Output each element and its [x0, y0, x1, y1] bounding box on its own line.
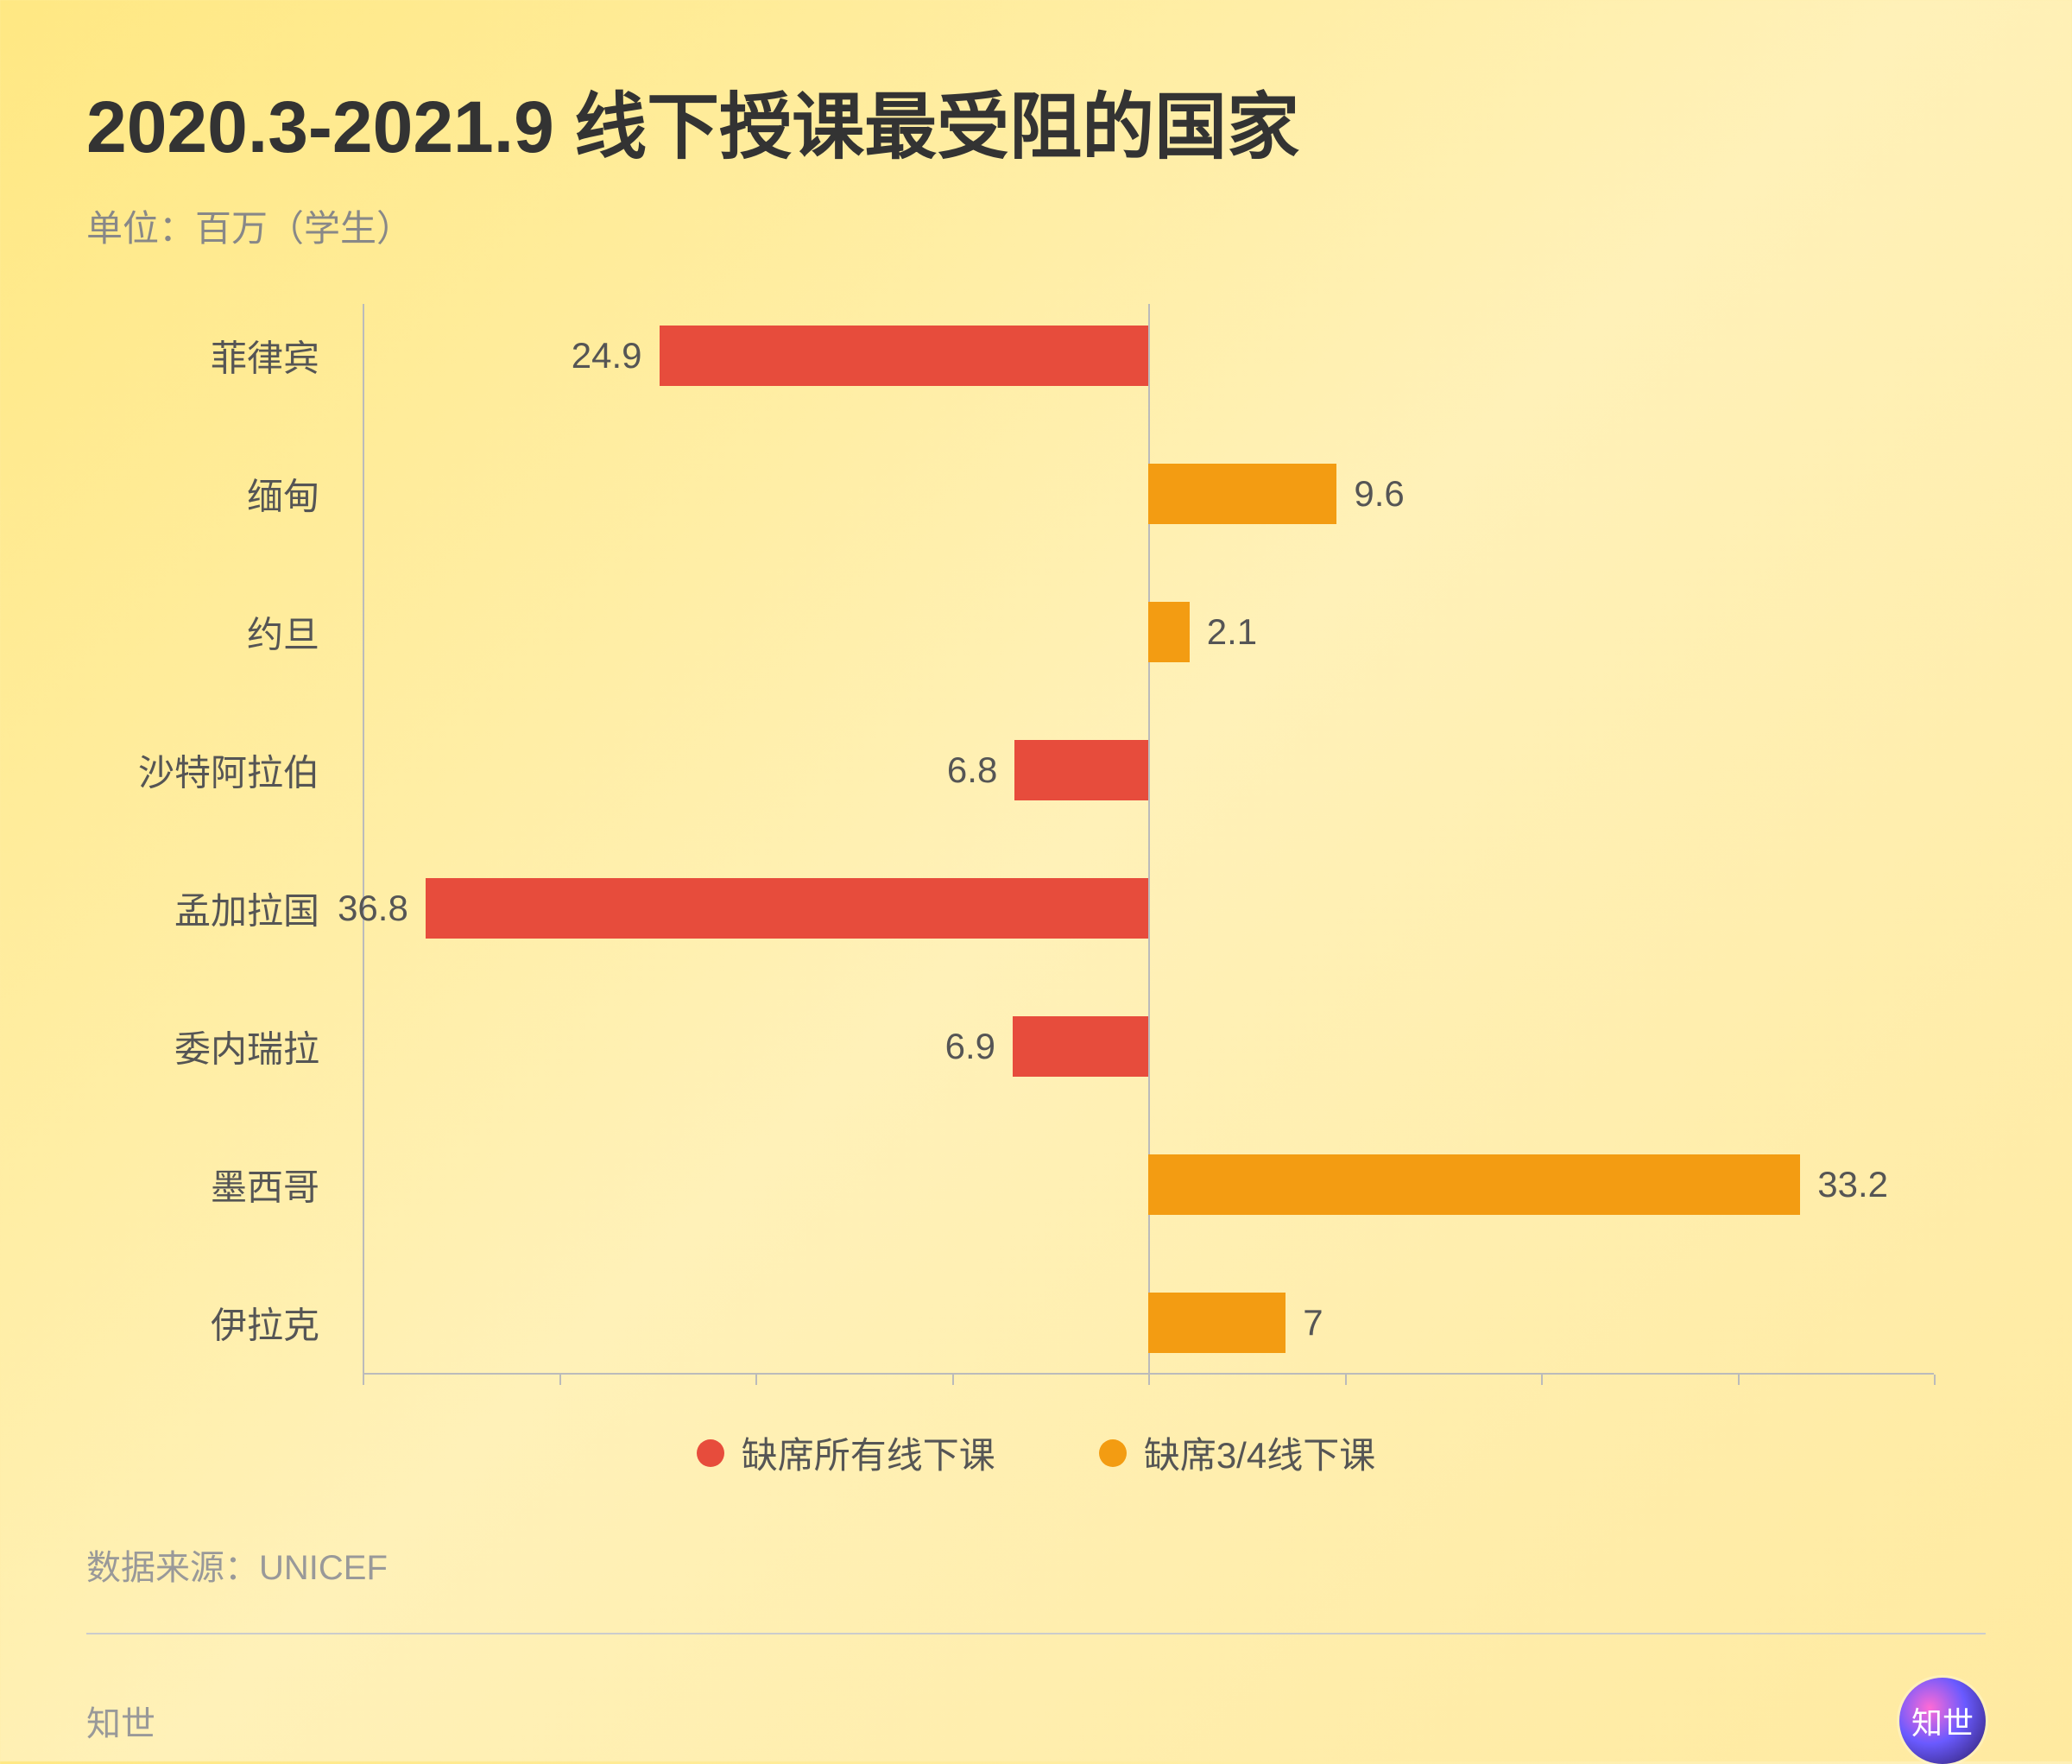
bar: [1148, 602, 1190, 662]
bar-value-label: 6.9: [945, 1026, 995, 1067]
brand-logo-icon: 知世: [1899, 1678, 1986, 1764]
x-axis-tick: [363, 1375, 364, 1385]
category-label: 菲律宾: [211, 330, 319, 383]
x-axis-tick: [952, 1375, 954, 1385]
category-label: 墨西哥: [211, 1159, 319, 1211]
legend-item: 缺席所有线下课: [697, 1426, 995, 1479]
x-axis-tick: [1345, 1375, 1347, 1385]
bar: [426, 878, 1148, 939]
x-axis-tick: [1541, 1375, 1543, 1385]
bar: [1014, 740, 1148, 800]
bar: [1148, 464, 1336, 524]
bar-value-label: 9.6: [1354, 473, 1404, 515]
category-label: 沙特阿拉伯: [138, 744, 319, 797]
legend: 缺席所有线下课 缺席3/4线下课: [86, 1426, 1986, 1479]
chart-subtitle: 单位：百万（学生）: [86, 199, 1986, 252]
chart-area: 菲律宾缅甸约旦沙特阿拉伯孟加拉国委内瑞拉墨西哥伊拉克 24.9 9.6 2.1 6.8…: [121, 304, 1934, 1375]
bar: [660, 326, 1148, 386]
brand-name: 知世: [86, 1696, 155, 1746]
category-label: 伊拉克: [211, 1297, 319, 1350]
legend-item: 缺席3/4线下课: [1099, 1426, 1375, 1479]
bar-value-label: 33.2: [1817, 1164, 1888, 1205]
bar: [1148, 1293, 1286, 1353]
legend-label: 缺席所有线下课: [742, 1426, 995, 1479]
plot-area: 24.99.62.16.836.86.933.27: [363, 304, 1934, 1375]
category-label: 缅甸: [247, 468, 319, 521]
data-source: 数据来源：UNICEF: [86, 1540, 1986, 1590]
bar: [1148, 1154, 1800, 1215]
chart-title: 2020.3-2021.9 线下授课最受阻的国家: [86, 69, 1986, 174]
y-axis-line: [363, 304, 364, 1375]
category-label: 孟加拉国: [174, 882, 319, 935]
bar-value-label: 24.9: [572, 335, 642, 376]
bar-value-label: 2.1: [1207, 611, 1257, 653]
bar-value-label: 36.8: [338, 888, 408, 929]
x-axis-tick: [1738, 1375, 1740, 1385]
footer: 知世 知世: [86, 1678, 1986, 1764]
divider: [86, 1633, 1986, 1634]
category-label: 委内瑞拉: [174, 1021, 319, 1073]
bar-value-label: 7: [1303, 1302, 1323, 1344]
x-axis-tick: [1934, 1375, 1936, 1385]
legend-marker-icon: [697, 1439, 724, 1467]
category-label: 约旦: [247, 606, 319, 659]
legend-marker-icon: [1099, 1439, 1127, 1467]
bar-value-label: 6.8: [947, 749, 997, 791]
x-axis-tick: [559, 1375, 561, 1385]
y-axis-labels: 菲律宾缅甸约旦沙特阿拉伯孟加拉国委内瑞拉墨西哥伊拉克: [121, 304, 345, 1375]
bar: [1013, 1016, 1148, 1077]
x-axis-tick: [1148, 1375, 1150, 1385]
x-axis-tick: [755, 1375, 757, 1385]
legend-label: 缺席3/4线下课: [1144, 1426, 1375, 1479]
